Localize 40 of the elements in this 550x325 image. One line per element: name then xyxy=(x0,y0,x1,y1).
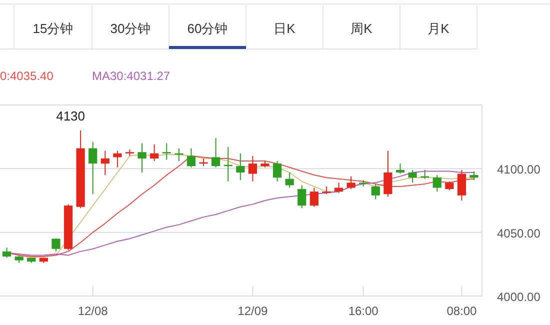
candlestick xyxy=(88,141,98,195)
candlestick xyxy=(162,142,171,160)
candlestick xyxy=(150,144,159,162)
candlestick xyxy=(408,169,417,184)
text: 月K xyxy=(428,21,450,36)
text: 日K xyxy=(274,21,296,36)
candlestick xyxy=(285,172,294,188)
candlestick xyxy=(272,160,282,182)
y-tick-label: 4100.00 xyxy=(497,162,541,177)
candlestick xyxy=(432,174,442,192)
candlestick xyxy=(52,238,60,252)
candlestick xyxy=(396,163,405,174)
text: MA30:4031.27 xyxy=(92,69,170,83)
text: 15分钟 xyxy=(32,21,74,36)
x-tick-label: 12/09 xyxy=(238,304,268,318)
x-tick-label: 16:00 xyxy=(348,304,379,318)
y-tick-label: 4000.00 xyxy=(497,290,541,304)
x-tick-label: 12/08 xyxy=(78,304,108,318)
x-tick-label: 08:00 xyxy=(446,304,478,318)
candlestick xyxy=(310,187,318,208)
text: 30分钟 xyxy=(110,21,151,36)
candlestick xyxy=(384,150,392,198)
candlestick xyxy=(2,247,12,258)
annotation: 4130 xyxy=(56,108,86,124)
text: 周K xyxy=(350,21,373,36)
text: 60分钟 xyxy=(187,21,228,36)
candlestick xyxy=(100,150,110,176)
candlestick xyxy=(371,183,380,200)
candlestick xyxy=(113,150,122,168)
candlestick xyxy=(457,169,466,201)
text: 0:4035.40 xyxy=(0,69,54,83)
candlestick xyxy=(346,176,356,190)
candlestick xyxy=(186,148,196,168)
candlestick xyxy=(138,142,146,173)
candlestick xyxy=(334,182,344,194)
candlestick xyxy=(298,184,306,209)
candlestick xyxy=(212,138,220,168)
y-tick-label: 4050.00 xyxy=(497,226,541,240)
candlestick xyxy=(248,155,257,182)
candlestick xyxy=(236,152,245,181)
